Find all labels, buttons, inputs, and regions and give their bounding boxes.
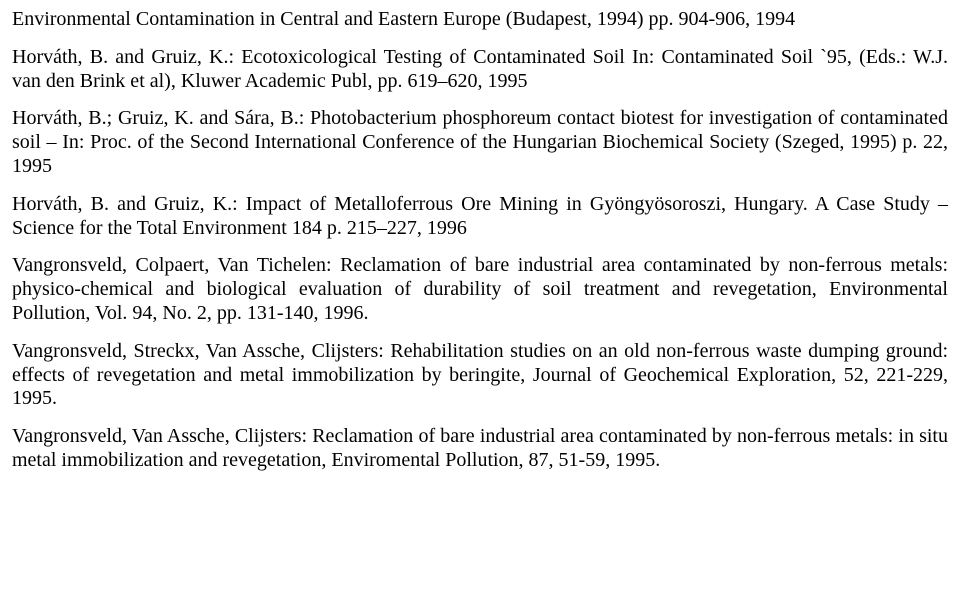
reference-paragraph: Environmental Contamination in Central a… bbox=[12, 8, 948, 32]
reference-paragraph: Vangronsveld, Colpaert, Van Tichelen: Re… bbox=[12, 254, 948, 325]
reference-paragraph: Horváth, B.; Gruiz, K. and Sára, B.: Pho… bbox=[12, 107, 948, 178]
reference-paragraph: Horváth, B. and Gruiz, K.: Impact of Met… bbox=[12, 193, 948, 241]
reference-paragraph: Vangronsveld, Van Assche, Clijsters: Rec… bbox=[12, 425, 948, 473]
reference-paragraph: Vangronsveld, Streckx, Van Assche, Clijs… bbox=[12, 340, 948, 411]
reference-paragraph: Horváth, B. and Gruiz, K.: Ecotoxicologi… bbox=[12, 46, 948, 94]
